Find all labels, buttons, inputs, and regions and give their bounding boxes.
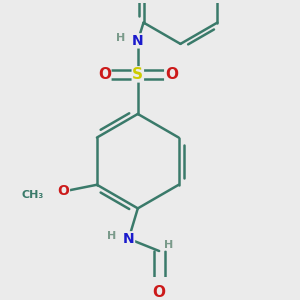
Text: O: O	[153, 285, 166, 300]
Text: H: H	[107, 231, 117, 241]
Text: N: N	[132, 34, 144, 48]
Text: O: O	[165, 67, 178, 82]
Text: H: H	[116, 33, 126, 43]
Text: S: S	[132, 67, 143, 82]
Text: O: O	[98, 67, 111, 82]
Text: CH₃: CH₃	[21, 190, 44, 200]
Text: N: N	[123, 232, 134, 246]
Text: O: O	[58, 184, 69, 198]
Text: H: H	[164, 240, 173, 250]
